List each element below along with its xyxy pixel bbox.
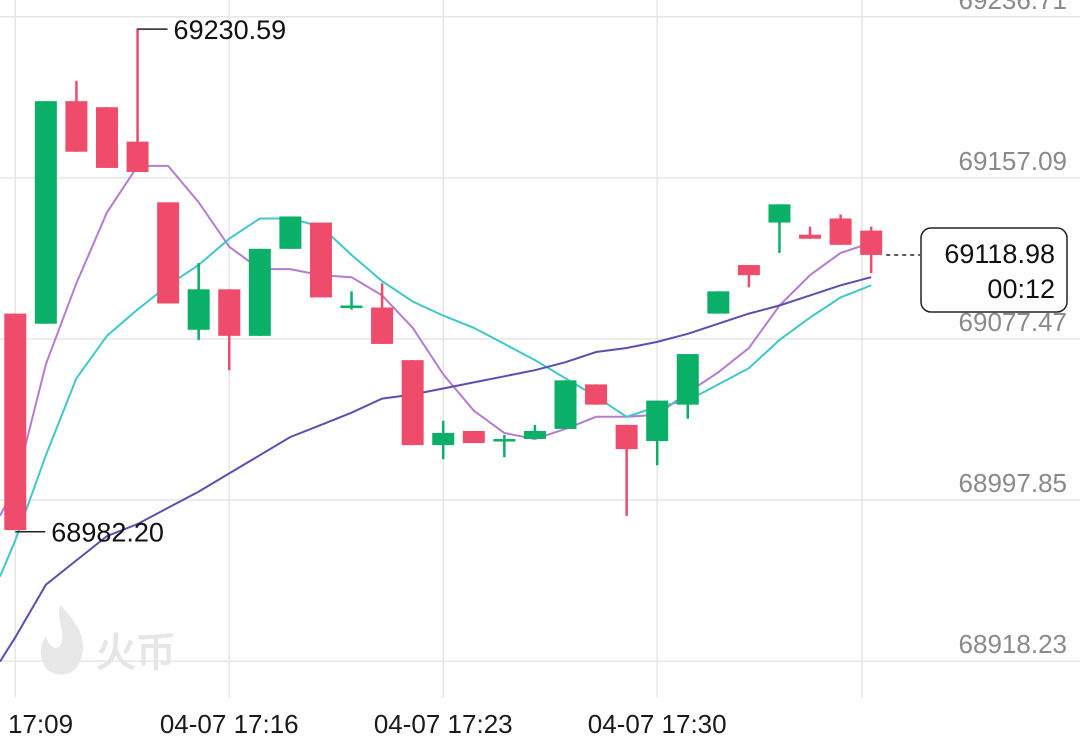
y-tick-label: 69157.09 [959, 146, 1067, 176]
candle [768, 204, 791, 253]
candle [248, 248, 271, 336]
candle [279, 216, 302, 249]
x-tick-label: 04-07 17:30 [588, 709, 727, 739]
last-price-value: 69118.98 [944, 239, 1055, 269]
high-price-label: 69230.59 [174, 15, 287, 45]
candle-body [462, 430, 485, 444]
candle-body [829, 218, 852, 245]
candle-body [493, 439, 516, 442]
ma-line [0, 217, 872, 577]
candle [646, 400, 669, 466]
candle [309, 222, 332, 298]
candle [34, 101, 57, 324]
candle-body [248, 248, 271, 336]
candle [157, 202, 180, 304]
candle-body [799, 234, 822, 239]
candle-body [707, 291, 730, 314]
candle-body [554, 380, 577, 429]
candle-body [401, 360, 424, 446]
candle [340, 291, 363, 310]
candle-body [676, 354, 699, 405]
y-tick-label: 68918.23 [959, 629, 1067, 659]
candle-body [615, 424, 638, 450]
ma-line [0, 276, 872, 663]
last-price-tag[interactable]: 69118.98 00:12 [920, 227, 1068, 313]
candle-body [646, 400, 669, 442]
y-tick-label: 68997.85 [959, 468, 1067, 498]
x-axis: 17:09 04-07 17:16 04-07 17:23 04-07 17:30 [8, 709, 727, 739]
candle-body [65, 101, 88, 152]
annotations: 69230.59 68982.20 69118.98 00:12 [15, 15, 1068, 548]
chart-grid [0, 0, 1080, 698]
candle-body [737, 265, 760, 276]
candle [4, 313, 27, 531]
candle-body [218, 289, 241, 336]
candle-body [432, 432, 455, 446]
candle-body [34, 101, 57, 324]
candle [860, 226, 883, 274]
candle-body [768, 204, 791, 223]
candle [523, 424, 546, 440]
x-tick-label: 04-07 17:23 [374, 709, 513, 739]
candle-body [371, 307, 394, 344]
candle [95, 107, 118, 168]
candle [126, 28, 149, 172]
y-tick-label: 69236.71 [959, 0, 1067, 15]
candle [585, 384, 608, 405]
candle [676, 354, 699, 419]
candle-body [860, 230, 883, 255]
watermark-text: 火币 [96, 631, 176, 675]
candle [615, 424, 638, 516]
candle [707, 291, 730, 314]
candle [432, 420, 455, 460]
candle-body [585, 384, 608, 405]
flame-logo-icon [40, 605, 84, 675]
candle [554, 380, 577, 429]
candle-body [309, 222, 332, 298]
low-price-label: 68982.20 [51, 518, 164, 548]
candle-body [95, 107, 118, 168]
candle [187, 263, 210, 340]
candle-body [126, 141, 149, 172]
candle [493, 434, 516, 458]
candle [371, 283, 394, 344]
candle [799, 226, 822, 239]
candles [4, 28, 883, 531]
candle [829, 214, 852, 245]
moving-averages [0, 164, 872, 663]
candle-countdown: 00:12 [987, 274, 1055, 304]
candle-body [157, 202, 180, 304]
candle [737, 265, 760, 288]
x-tick-label: 04-07 17:16 [160, 709, 299, 739]
candle [218, 289, 241, 371]
watermark: 火币 [40, 605, 176, 675]
candle-body [279, 216, 302, 249]
x-tick-label: 17:09 [8, 709, 73, 739]
candle-body [340, 305, 363, 309]
candle [401, 360, 424, 446]
candle-body [4, 313, 27, 531]
ma-line [0, 164, 872, 517]
last-price-box [920, 227, 1068, 313]
candle-body [523, 430, 546, 440]
candle-body [187, 289, 210, 330]
candle [462, 430, 485, 444]
candle [65, 80, 88, 152]
